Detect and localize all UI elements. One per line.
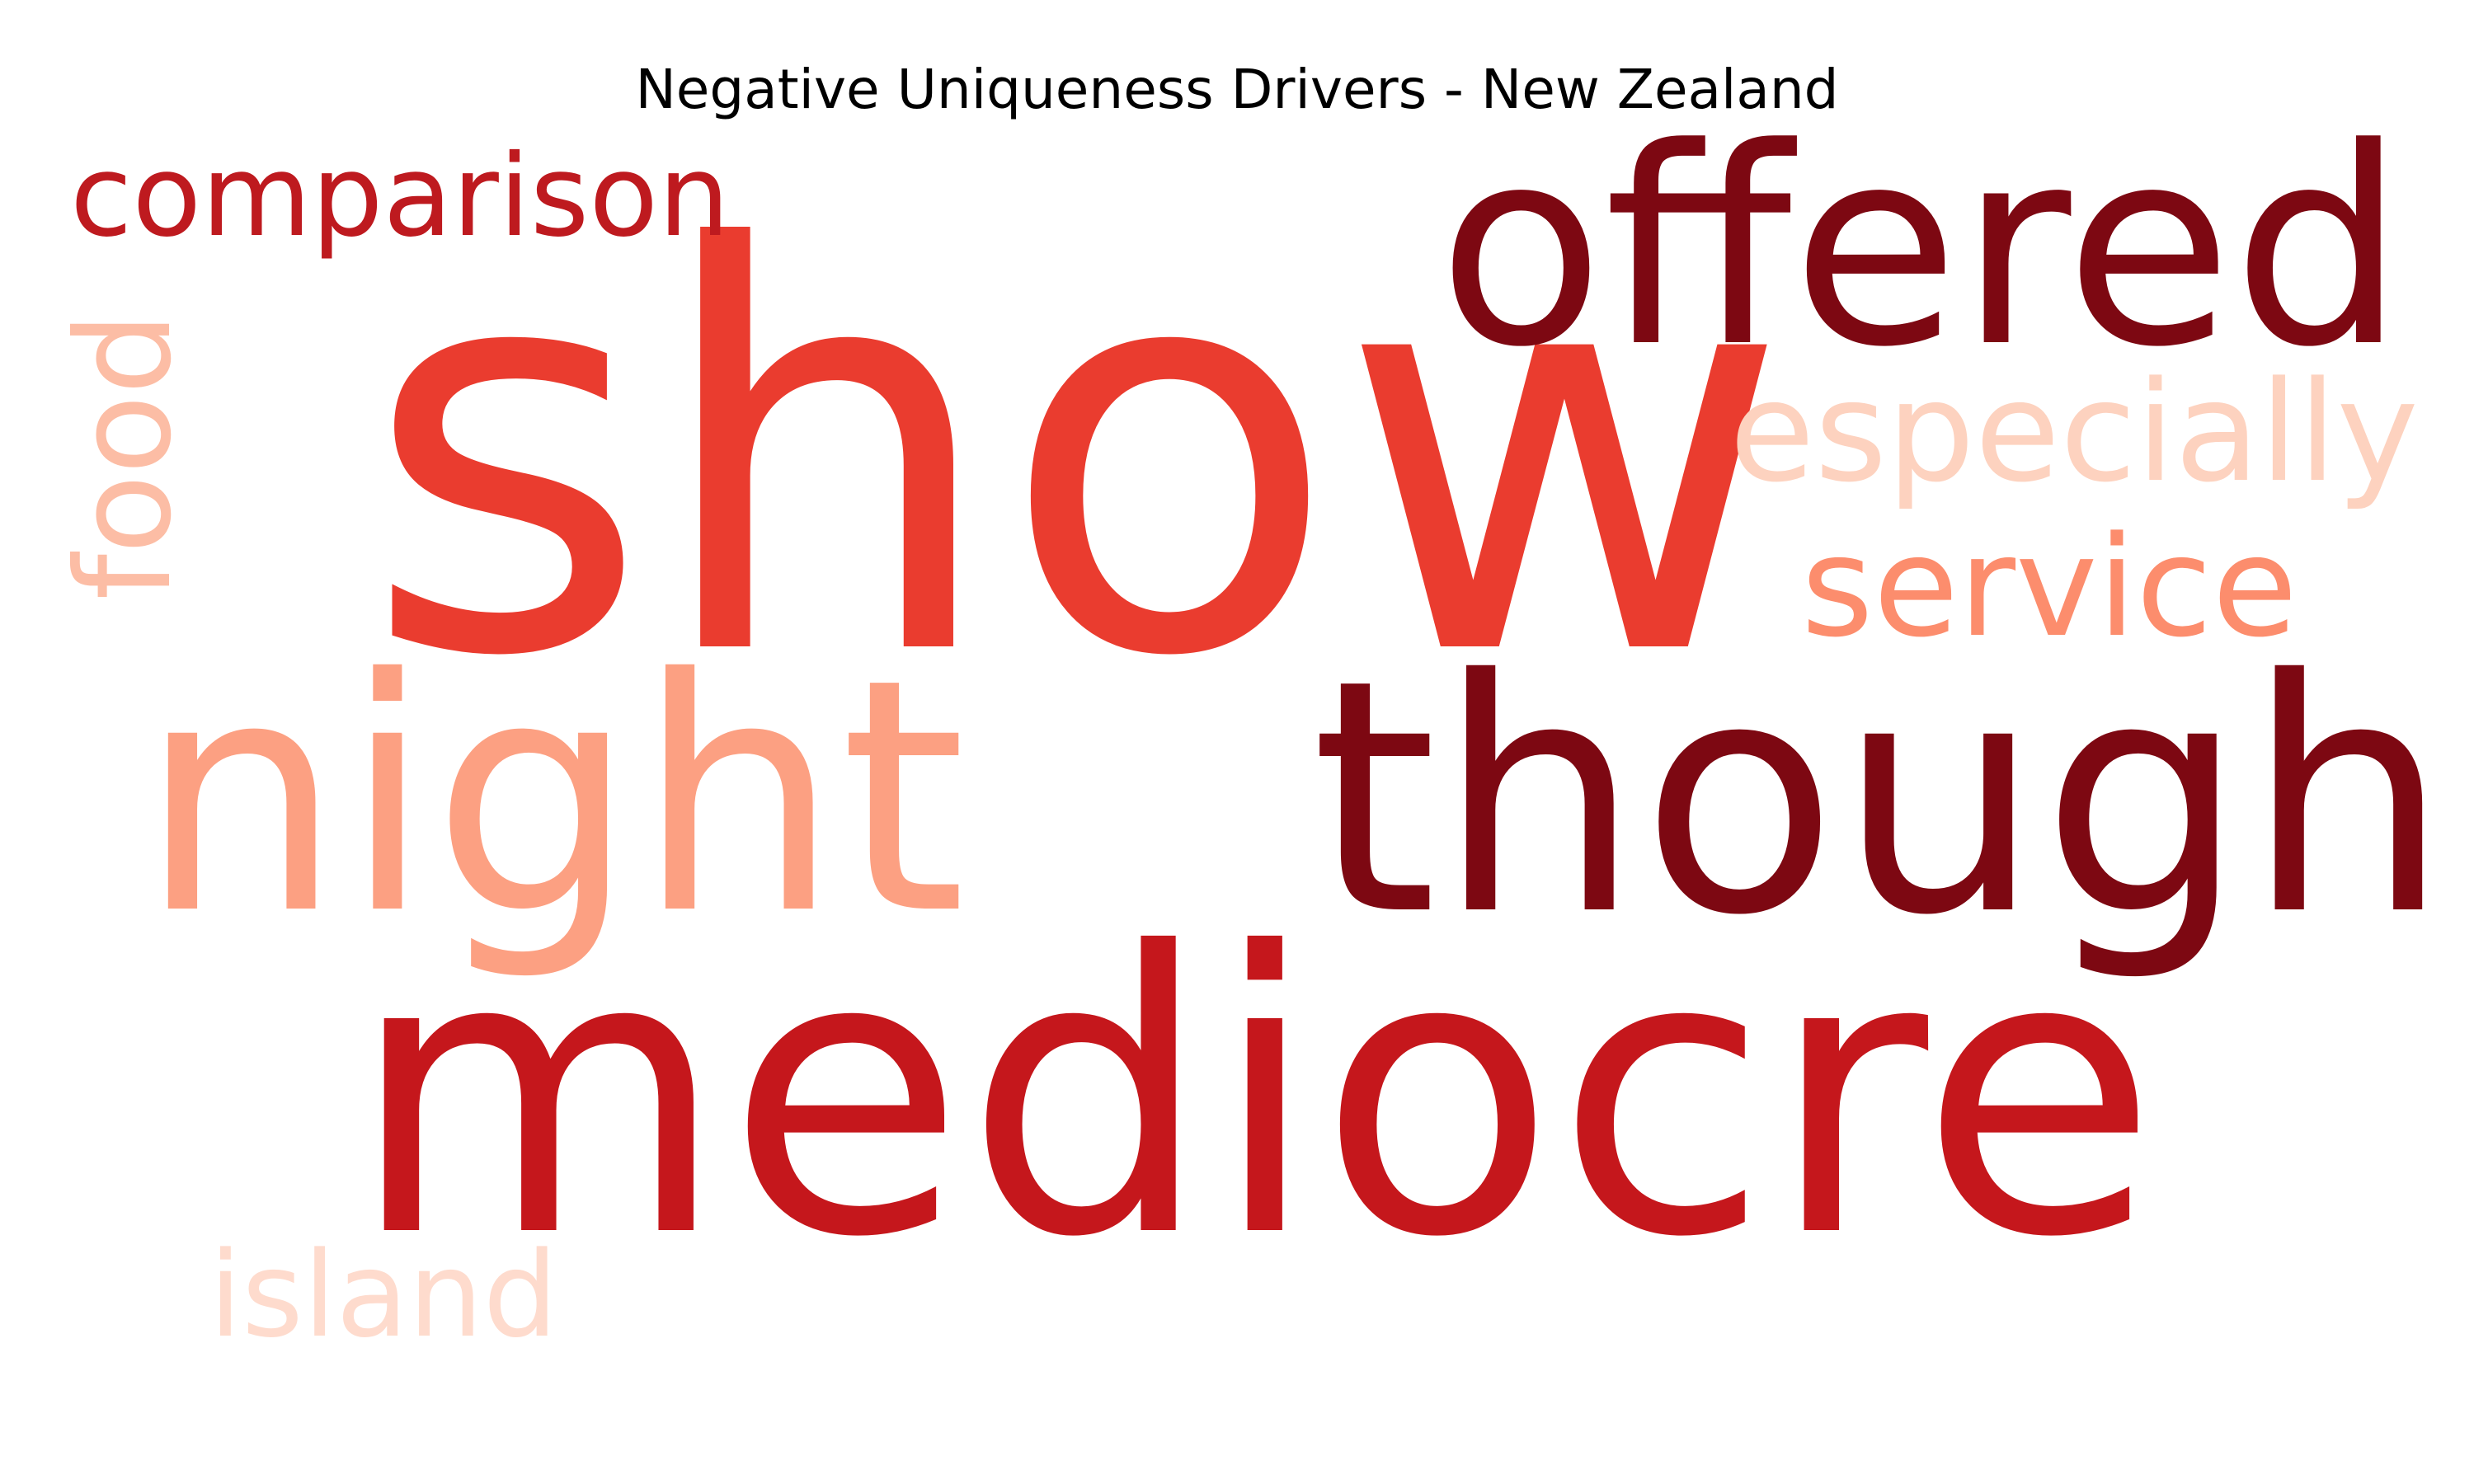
word-night: night [139,610,966,984]
word-show: show [362,134,1790,777]
word-mediocre: mediocre [349,871,2158,1322]
word-island: island [209,1226,558,1364]
word-comparison: comparison [70,131,730,262]
word-food: food [49,312,200,599]
word-especially: especially [1729,351,2419,513]
word-though: though [1311,611,2450,985]
chart-title: Negative Uniqueness Drivers - New Zealan… [635,58,1839,121]
word-service: service [1801,506,2298,668]
word-offered: offered [1437,90,2405,406]
